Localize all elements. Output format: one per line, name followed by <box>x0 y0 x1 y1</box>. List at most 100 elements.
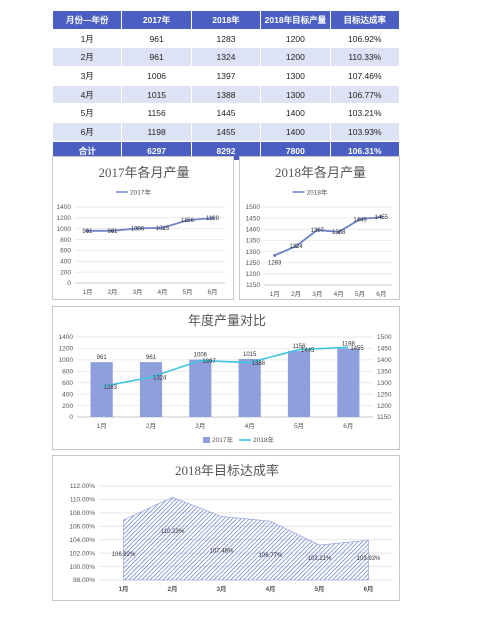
legend-label: 2018年 <box>253 435 274 444</box>
data-label: 1006 <box>131 226 145 232</box>
y-tick-label: 1350 <box>246 238 261 245</box>
line-data-label: 1388 <box>252 361 266 367</box>
data-point <box>185 218 190 222</box>
table-cell: 1198 <box>121 122 192 142</box>
data-point <box>337 230 341 234</box>
chart-2018-monthly-panel: 2018年各月产量 2018年 1150 1200 1250 1300 1350 1400 14… <box>239 156 400 300</box>
y-tick-label: 1250 <box>246 260 261 267</box>
data-label: 103.21% <box>308 556 332 562</box>
chart-title: 年度产量对比 <box>188 313 266 328</box>
table-cell: 1156 <box>121 103 192 124</box>
x-tick-label: 4月 <box>157 288 167 296</box>
x-tick-label: 2月 <box>146 422 156 430</box>
table-cell: 107.46% <box>329 66 401 86</box>
table-cell: 1388 <box>190 84 262 105</box>
x-tick-label: 4月 <box>334 290 344 298</box>
y2-tick-label: 1250 <box>377 391 392 398</box>
series-line <box>101 346 349 388</box>
bar <box>287 350 311 417</box>
line-data-label: 1397 <box>202 359 216 365</box>
y2-tick-label: 1300 <box>377 380 392 387</box>
table-cell: 1200 <box>260 28 331 49</box>
bar <box>189 359 212 417</box>
chart-target-rate-panel: 2018年目标达成率 98.00% 100.00% 102.00% 104.00% 106… <box>52 455 400 601</box>
bar-data-label: 961 <box>146 355 157 361</box>
legend-label: 2017年 <box>130 188 151 197</box>
production-table: 月份—年份 2017年 2018年 2018年目标产量 目标达成率 1月 961 1283 1… <box>51 10 401 161</box>
table-cell: 961 <box>121 47 192 68</box>
table-total-cell: 6297 <box>121 140 192 161</box>
table-cell: 1015 <box>121 84 192 105</box>
table-cell: 1324 <box>190 47 262 68</box>
y-tick-label: 1500 <box>246 204 261 211</box>
data-label: 103.93% <box>357 556 381 562</box>
bar <box>238 359 261 417</box>
table-cell: 1200 <box>260 47 331 68</box>
table-cell: 1445 <box>190 103 262 124</box>
data-point <box>358 217 362 221</box>
y-tick-label: 200 <box>62 403 73 410</box>
y-tick-label: 1000 <box>57 226 72 233</box>
y-tick-label: 100.00% <box>69 564 95 571</box>
table-cell: 5月 <box>51 103 123 124</box>
table-cell: 961 <box>121 28 192 49</box>
y-tick-label: 1000 <box>59 357 74 364</box>
y-tick-label: 1400 <box>57 204 72 211</box>
table-header-row: 月份—年份 2017年 2018年 2018年目标产量 目标达成率 <box>51 10 401 30</box>
y2-tick-label: 1450 <box>377 346 392 353</box>
table-cell: 106.77% <box>329 84 401 105</box>
y-tick-label: 1400 <box>59 334 74 341</box>
data-label: 961 <box>107 229 118 235</box>
y-tick-label: 400 <box>62 391 73 398</box>
x-tick-label: 2月 <box>107 288 117 296</box>
table-row: 4月 1015 1388 1300 106.77% <box>51 84 401 105</box>
table-cell: 110.33% <box>329 47 401 68</box>
data-label: 1388 <box>332 230 346 236</box>
y-tick-label: 102.00% <box>69 550 95 557</box>
data-point <box>135 226 140 230</box>
table-cell: 106.92% <box>329 28 401 49</box>
x-tick-label: 4月 <box>265 585 275 593</box>
x-tick-label: 3月 <box>132 288 142 296</box>
y-tick-label: 600 <box>60 248 71 255</box>
table-cell: 1月 <box>51 28 123 49</box>
data-label: 1445 <box>353 217 367 223</box>
data-label: 1198 <box>206 216 220 222</box>
table-cell: 1300 <box>260 66 331 86</box>
chart-title: 2018年目标达成率 <box>175 463 279 478</box>
data-label: 107.46% <box>210 548 234 554</box>
data-label: 1455 <box>375 215 389 221</box>
bar <box>139 362 163 417</box>
x-tick-label: 6月 <box>343 422 353 430</box>
chart-yearly-compare: 年度产量对比 0 200 400 600 800 1000 1200 1400 1150 1200 1… <box>59 313 392 444</box>
table-cell: 103.93% <box>329 122 401 142</box>
table-header-cell: 2018年 <box>190 10 262 30</box>
y-tick-label: 1200 <box>59 346 74 353</box>
line-data-label: 1283 <box>104 385 118 391</box>
table-cell: 3月 <box>51 66 123 86</box>
x-tick-label: 5月 <box>355 290 365 298</box>
data-label: 961 <box>82 229 93 235</box>
y-tick-label: 112.00% <box>70 483 95 490</box>
table-header-cell: 2018年目标产量 <box>260 10 331 30</box>
y2-tick-label: 1500 <box>377 334 392 341</box>
y-tick-label: 600 <box>62 380 73 387</box>
table-row: 3月 1006 1397 1300 107.46% <box>51 66 401 86</box>
bar-data-label: 1006 <box>194 353 208 359</box>
data-point <box>379 215 383 219</box>
chart-2017-monthly-panel: 2017年各月产量 2017年 0 200 400 600 800 1000 1200 1400 1… <box>52 156 234 300</box>
y-tick-label: 106.00% <box>69 523 95 530</box>
table-cell: 2月 <box>51 47 123 68</box>
area-series <box>123 496 369 581</box>
table-cell: 1283 <box>190 28 262 49</box>
line-data-label: 1455 <box>350 346 364 352</box>
data-point <box>210 216 215 220</box>
y-tick-label: 1200 <box>57 215 72 222</box>
chart-title: 2017年各月产量 <box>98 165 189 180</box>
data-point <box>294 244 298 248</box>
x-tick-label: 5月 <box>294 422 304 430</box>
data-point <box>160 226 165 230</box>
table-total-cell: 106.31% <box>329 140 401 161</box>
x-tick-label: 6月 <box>376 290 386 298</box>
y2-tick-label: 1350 <box>377 368 392 375</box>
